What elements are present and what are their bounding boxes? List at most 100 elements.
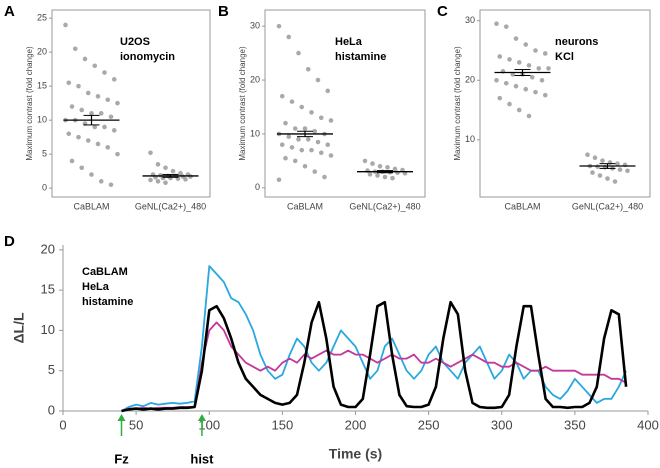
annotation: KCl [555,51,574,63]
data-point [299,104,305,110]
y-tick-label: 0 [42,183,47,193]
data-point [79,107,85,113]
x-tick-label: GeNL(Ca2+)_480 [349,201,420,211]
y-tick-label: 30 [465,15,475,25]
data-point [542,92,548,98]
data-point [183,177,188,182]
y-tick-label: 20 [41,241,55,256]
data-point [85,138,91,143]
y-tick-label: 0 [255,182,260,192]
data-point [72,46,78,52]
annotation: CaBLAM [82,266,128,278]
data-point [296,137,301,142]
x-tick-label: 0 [59,417,66,432]
data-point [286,134,292,139]
data-point [318,150,324,156]
data-point [283,120,288,126]
data-point [95,141,101,147]
data-point [305,66,311,72]
x-tick-label: 200 [345,417,367,432]
data-point [309,147,314,153]
y-tick-label: 20 [250,74,260,84]
x-tick-label: 100 [198,417,220,432]
data-point [105,145,111,150]
data-point [115,100,120,106]
data-point [600,158,605,163]
x-tick-label: GeNL(Ca2+)_480 [572,201,643,211]
x-tick-label: CaBLAM [73,201,109,211]
y-tick-label: 10 [41,322,55,337]
data-point [108,182,114,188]
data-point [315,139,321,145]
data-point [503,80,509,86]
x-tick-label: GeNL(Ca2+)_480 [135,201,206,211]
data-point [76,83,81,89]
data-point [102,70,107,75]
data-point [529,74,535,80]
data-point [279,142,285,148]
y-axis-label: Maximum contrast (fold change) [238,46,247,161]
y-tick-label: 0 [48,402,55,417]
y-tick-label: 15 [41,282,55,297]
data-point [299,147,305,153]
data-point [148,150,153,156]
data-point [289,99,295,104]
data-point [289,145,295,150]
data-point [178,170,183,176]
stimulus-label: hist [190,451,214,466]
data-point [392,166,398,172]
x-tick-label: 300 [491,417,513,432]
data-point [63,22,68,28]
panel-label: C [437,3,448,20]
data-point [592,155,598,160]
data-point [188,174,193,179]
data-point [523,86,529,92]
data-point [292,158,298,164]
data-point [533,89,538,95]
y-tick-label: 5 [42,149,47,159]
arrow-head [197,414,206,421]
stimulus-label: Fz [114,451,129,466]
data-point [597,173,603,178]
data-point [362,158,368,164]
data-point [526,113,532,119]
trace [121,300,628,413]
data-point [585,152,590,158]
data-point [276,177,282,183]
data-point [296,50,301,56]
data-point [367,172,373,177]
y-tick-label: 30 [250,21,260,31]
y-axis-label: Maximum contrast (fold change) [453,46,462,161]
data-point [92,124,98,130]
data-point [516,60,522,65]
data-point [111,77,117,82]
y-tick-label: 10 [37,115,47,125]
data-point [312,128,318,134]
data-point [523,42,529,47]
data-point [279,93,285,99]
y-tick-label: 5 [48,362,55,377]
data-point [390,175,395,181]
data-point [328,118,334,123]
arrow-head [117,414,126,421]
data-point [79,165,85,171]
data-point [82,56,88,62]
data-point [625,168,630,174]
data-point [302,163,308,169]
data-point [312,169,318,174]
data-point [163,165,168,171]
data-point [497,95,503,101]
data-point [328,153,334,158]
data-point [542,51,548,56]
data-point [66,80,72,86]
data-point [503,24,509,29]
data-point [536,66,542,71]
data-point [526,63,532,68]
data-point [148,177,153,183]
x-tick-label: 50 [129,417,143,432]
x-axis-label: Time (s) [329,446,382,462]
data-point [92,63,98,69]
x-tick-label: CaBLAM [504,201,540,211]
x-tick-label: CaBLAM [287,201,323,211]
